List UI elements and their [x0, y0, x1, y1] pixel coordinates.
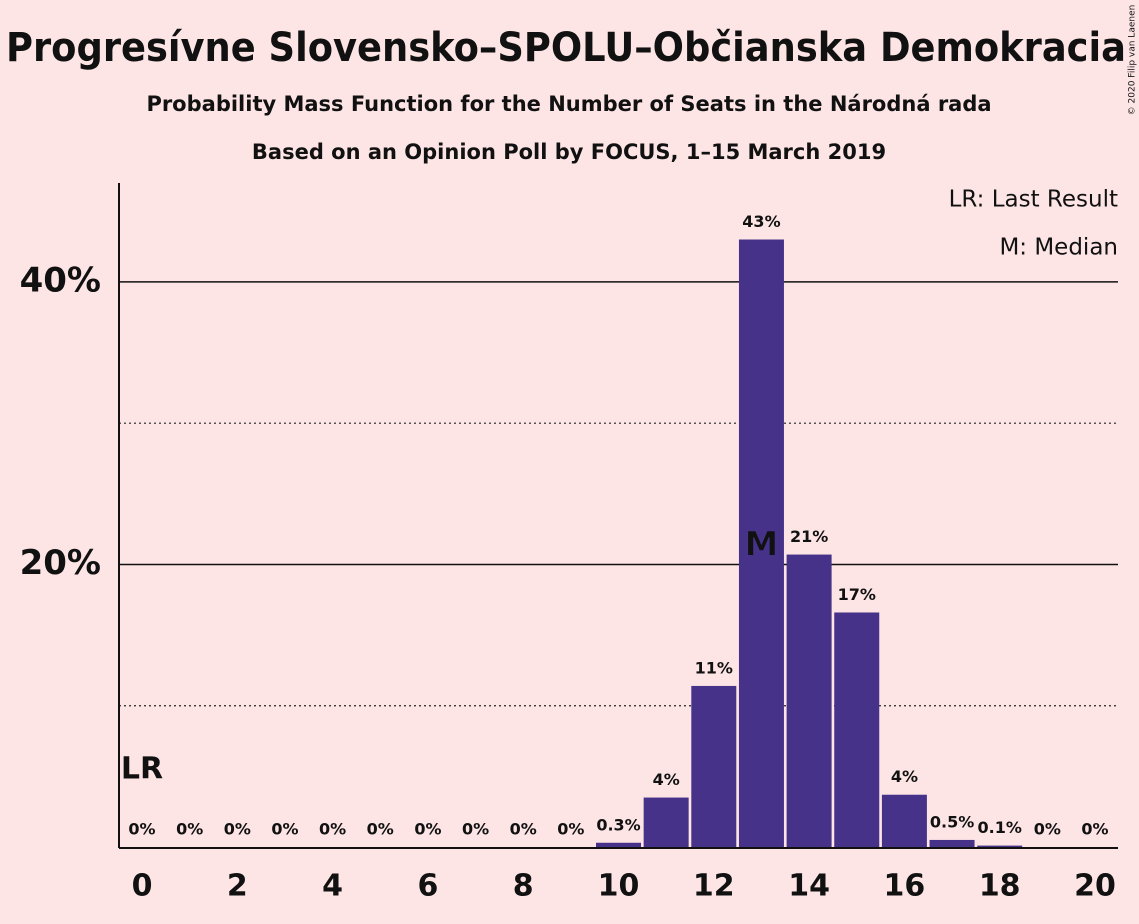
value-label: 0% — [1081, 820, 1108, 839]
chart-subtitle: Based on an Opinion Poll by FOCUS, 1–15 … — [252, 140, 886, 164]
copyright: © 2020 Filip van Laenen — [1128, 5, 1138, 116]
chart-title: Progresívne Slovensko–SPOLU–Občianska De… — [6, 25, 1126, 71]
chart-subtitle: Probability Mass Function for the Number… — [146, 92, 991, 116]
value-label: 0% — [271, 820, 298, 839]
value-label: 0.5% — [930, 812, 974, 831]
value-label: 0% — [1034, 820, 1061, 839]
x-tick-label: 4 — [322, 869, 343, 904]
x-tick-label: 18 — [979, 869, 1021, 904]
x-tick-label: 6 — [417, 869, 438, 904]
last-result-marker: LR — [121, 752, 163, 787]
median-marker: M — [745, 525, 779, 565]
value-label: 0% — [367, 820, 394, 839]
bar — [643, 797, 689, 847]
bar — [691, 685, 737, 847]
value-label: 43% — [742, 212, 780, 231]
x-tick-label: 14 — [788, 869, 830, 904]
x-tick-label: 8 — [513, 869, 534, 904]
y-tick-label: 20% — [20, 543, 101, 583]
bar — [929, 839, 975, 847]
value-label: 0% — [510, 820, 537, 839]
legend-entry: M: Median — [999, 235, 1118, 261]
bar — [786, 554, 832, 847]
x-tick-label: 10 — [598, 869, 640, 904]
value-label: 0% — [176, 820, 203, 839]
x-tick-label: 0 — [132, 869, 153, 904]
value-label: 17% — [838, 585, 876, 604]
value-label: 0.1% — [978, 818, 1022, 837]
value-label: 0% — [557, 820, 584, 839]
bar — [881, 794, 927, 847]
value-label: 0% — [224, 820, 251, 839]
x-tick-label: 16 — [884, 869, 926, 904]
value-label: 21% — [790, 527, 828, 546]
bar — [834, 612, 880, 847]
value-label: 0% — [414, 820, 441, 839]
value-label: 0% — [128, 820, 155, 839]
value-label: 11% — [695, 658, 733, 677]
bar — [596, 842, 641, 847]
x-tick-label: 12 — [693, 869, 735, 904]
x-tick-label: 2 — [227, 869, 248, 904]
value-label: 4% — [653, 770, 680, 789]
value-label: 0.3% — [596, 815, 640, 834]
y-tick-label: 40% — [20, 260, 101, 300]
value-label: 0% — [462, 820, 489, 839]
bar — [977, 845, 1023, 847]
value-label: 0% — [319, 820, 346, 839]
bar — [738, 239, 784, 848]
legend-entry: LR: Last Result — [949, 187, 1118, 213]
value-label: 4% — [891, 767, 918, 786]
x-tick-label: 20 — [1074, 869, 1116, 904]
